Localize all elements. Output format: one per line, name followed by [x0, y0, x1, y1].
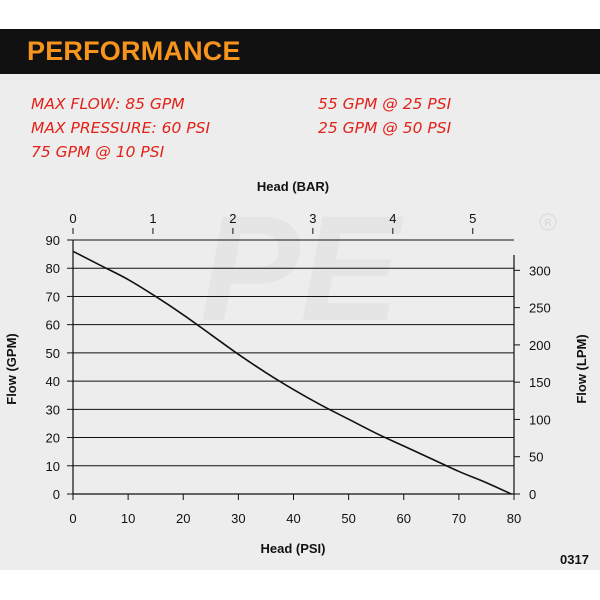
- x-tick-label: 10: [121, 511, 135, 526]
- spec-flow-at-25psi: 55 GPM @ 25 PSI: [318, 95, 452, 113]
- y2-tick-label: 0: [529, 487, 536, 502]
- x2-tick-label: 5: [469, 211, 476, 226]
- y-axis-label: Flow (GPM): [4, 333, 19, 405]
- x-axis-label: Head (PSI): [260, 541, 325, 556]
- y-tick-label: 40: [46, 374, 60, 389]
- chart-code: 0317: [560, 552, 589, 567]
- x-tick-label: 30: [231, 511, 245, 526]
- y-tick-label: 60: [46, 318, 60, 333]
- y-tick-label: 30: [46, 402, 60, 417]
- x2-tick-label: 2: [229, 211, 236, 226]
- page-background: [0, 29, 600, 570]
- page-title: PERFORMANCE: [27, 36, 241, 66]
- y-tick-label: 50: [46, 346, 60, 361]
- x-tick-label: 70: [452, 511, 466, 526]
- x-tick-label: 60: [397, 511, 411, 526]
- y2-tick-label: 200: [529, 338, 551, 353]
- flow-curve: [72, 250, 512, 495]
- y-tick-label: 10: [46, 459, 60, 474]
- spec-flow-at-10psi: 75 GPM @ 10 PSI: [31, 143, 165, 161]
- x-tick-label: 50: [341, 511, 355, 526]
- x2-tick-label: 1: [149, 211, 156, 226]
- y-tick-label: 20: [46, 431, 60, 446]
- spec-flow-at-50psi: 25 GPM @ 50 PSI: [318, 119, 452, 137]
- y-tick-label: 70: [46, 289, 60, 304]
- y2-tick-label: 150: [529, 375, 551, 390]
- y2-tick-label: 100: [529, 412, 551, 427]
- x2-axis-label: Head (BAR): [257, 179, 329, 194]
- y2-tick-label: 50: [529, 450, 543, 465]
- svg-text:R: R: [544, 218, 551, 229]
- y2-axis-label: Flow (LPM): [574, 334, 589, 403]
- x2-tick-label: 3: [309, 211, 316, 226]
- y-tick-label: 90: [46, 233, 60, 248]
- x-tick-label: 40: [286, 511, 300, 526]
- spec-max-pressure: MAX PRESSURE: 60 PSI: [31, 119, 211, 137]
- x-tick-label: 20: [176, 511, 190, 526]
- x-tick-label: 80: [507, 511, 521, 526]
- x2-tick-label: 4: [389, 211, 396, 226]
- x-tick-label: 0: [69, 511, 76, 526]
- y-tick-label: 80: [46, 261, 60, 276]
- header-bar: [0, 29, 600, 74]
- y-tick-label: 0: [53, 487, 60, 502]
- y2-tick-label: 250: [529, 301, 551, 316]
- spec-max-flow: MAX FLOW: 85 GPM: [31, 95, 185, 113]
- y2-tick-label: 300: [529, 263, 551, 278]
- x2-tick-label: 0: [69, 211, 76, 226]
